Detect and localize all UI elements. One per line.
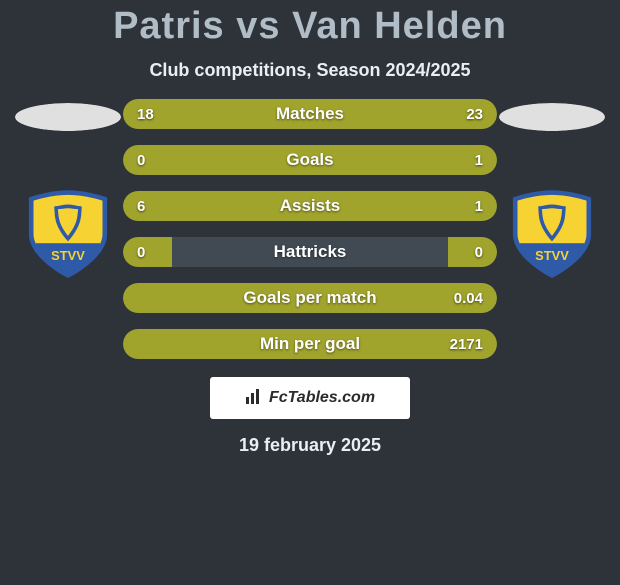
subtitle: Club competitions, Season 2024/2025 <box>10 60 610 81</box>
chart-icon <box>245 387 263 410</box>
svg-text:STVV: STVV <box>535 248 569 263</box>
stat-row: Assists6 1 <box>123 191 497 221</box>
stat-value-right: 1 <box>475 152 483 169</box>
stat-value-left: 6 <box>137 198 145 215</box>
stat-label: Assists <box>123 196 497 216</box>
stat-row: Goals0 1 <box>123 145 497 175</box>
stat-row: Matches18 23 <box>123 99 497 129</box>
stat-bars: Matches1823Goals01Assists61Hattricks00Go… <box>123 99 497 359</box>
stat-value-right: 2171 <box>450 336 483 353</box>
stat-row: Min per goal2171 <box>123 329 497 359</box>
date-text: 19 february 2025 <box>10 435 610 456</box>
team-crest-right: STVV <box>506 188 598 280</box>
svg-text:STVV: STVV <box>51 248 85 263</box>
stat-value-right: 1 <box>475 198 483 215</box>
stat-value-right: 23 <box>466 106 483 123</box>
stat-label: Hattricks <box>123 242 497 262</box>
stat-label: Matches <box>123 104 497 124</box>
page-title: Patris vs Van Helden <box>10 5 610 48</box>
shadow-ellipse-left <box>15 103 121 131</box>
stat-value-right: 0.04 <box>454 290 483 307</box>
stat-value-left: 0 <box>137 152 145 169</box>
stat-value-left: 0 <box>137 244 145 261</box>
shadow-ellipse-right <box>499 103 605 131</box>
stat-value-right: 0 <box>475 244 483 261</box>
stat-label: Goals <box>123 150 497 170</box>
stat-label: Min per goal <box>123 334 497 354</box>
player-left-logo-wrap: STVV <box>13 103 123 280</box>
team-crest-left: STVV <box>22 188 114 280</box>
attribution-text: FcTables.com <box>269 389 375 407</box>
stat-row: Goals per match0.04 <box>123 283 497 313</box>
stat-row: Hattricks0 0 <box>123 237 497 267</box>
player-right-logo-wrap: STVV <box>497 103 607 280</box>
stat-label: Goals per match <box>123 288 497 308</box>
attribution-badge: FcTables.com <box>210 377 410 419</box>
comparison-content: STVV Matches1823Goals01Assists61Hattrick… <box>10 103 610 359</box>
stat-value-left: 18 <box>137 106 154 123</box>
